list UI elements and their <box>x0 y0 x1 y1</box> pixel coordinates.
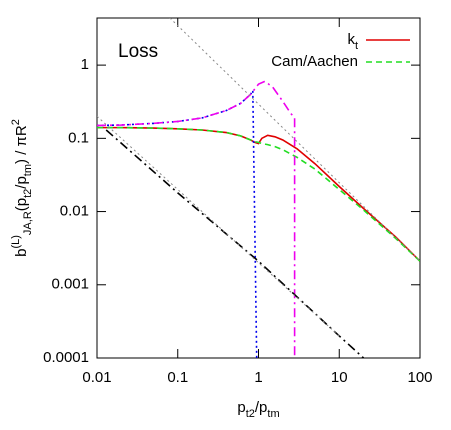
annotation: Loss <box>118 41 158 62</box>
y-axis-label-part: (L) <box>10 235 22 248</box>
plot-lines <box>97 18 420 358</box>
plot-frame <box>96 17 421 359</box>
y-axis-label-part: tm <box>22 164 34 176</box>
x-tick-label: 100 <box>407 369 432 386</box>
y-tick-label: 1 <box>81 56 89 73</box>
y-tick-label: 0.1 <box>68 129 89 146</box>
x-axis-label: pt2/ptm <box>237 399 279 420</box>
series-line <box>169 18 420 262</box>
x-axis-label-part: p <box>237 399 245 416</box>
legend-label: kt <box>347 31 358 52</box>
y-axis-label-part: 2 <box>10 119 22 125</box>
x-axis-label-part: tm <box>267 408 279 420</box>
legend-label-part: t <box>355 40 358 52</box>
series-line <box>105 129 365 358</box>
y-tick-label: 0.01 <box>60 203 89 220</box>
series-line <box>97 126 420 262</box>
series-line <box>97 80 296 358</box>
legend-label-part: Cam/Aachen <box>271 53 358 70</box>
y-axis-label-part: b <box>13 249 30 257</box>
y-axis-label: b(L)JA,R(pt2/ptm) / πR2 <box>10 119 34 257</box>
y-axis-label-part: /p <box>13 176 30 189</box>
x-axis-label-part: /p <box>255 399 268 416</box>
y-tick-label: 0.0001 <box>43 349 89 366</box>
series-line <box>97 126 420 262</box>
y-axis-label-part: ) / πR <box>13 125 30 164</box>
x-tick-label: 10 <box>331 369 348 386</box>
y-axis-label-part: t2 <box>22 189 34 198</box>
x-axis-label-part: t2 <box>246 408 255 420</box>
y-axis-label-part: JA,R <box>22 211 34 235</box>
x-tick-label: 0.1 <box>167 369 188 386</box>
x-tick-label: 1 <box>254 369 262 386</box>
legend-label-part: k <box>347 31 355 48</box>
y-tick-label: 0.001 <box>51 276 89 293</box>
x-tick-label: 0.01 <box>82 369 111 386</box>
series-line <box>97 87 258 358</box>
y-axis-label-part: (p <box>13 198 30 211</box>
legend-label: Cam/Aachen <box>271 53 358 70</box>
